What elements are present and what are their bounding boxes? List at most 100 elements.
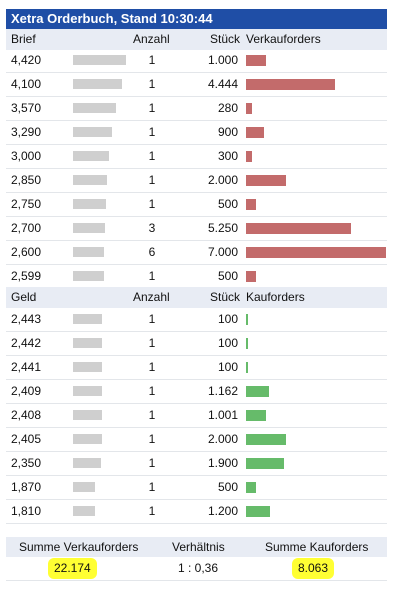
buy-order-qty: 100 [217, 312, 238, 326]
summary-header: Summe Verkauforders Verhältnis Summe Kau… [6, 537, 387, 557]
sell-volume-bar [246, 223, 351, 234]
summary-ratio-label: Verhältnis [172, 540, 225, 554]
sell-volume-bar [246, 271, 256, 282]
buy-order-qty: 100 [217, 336, 238, 350]
buy-order-qty: 100 [217, 360, 238, 374]
sell-header-price: Brief [11, 32, 36, 46]
sell-order-qty: 300 [217, 149, 238, 163]
buy-order-row: 1,810 1 1.200 [6, 500, 387, 524]
sell-order-row: 4,420 1 1.000 [6, 49, 387, 73]
summary-buy-total: 8.063 [292, 558, 335, 579]
sell-header: Brief Anzahl Stück Verkauforders [6, 29, 387, 50]
buy-order-row: 2,409 1 1.162 [6, 380, 387, 404]
buy-order-qty: 1.162 [207, 384, 238, 398]
buy-order-price: 2,442 [11, 336, 42, 350]
buy-price-bar [73, 386, 102, 396]
sell-order-row: 3,290 1 900 [6, 121, 387, 145]
sell-order-count: 6 [148, 245, 156, 259]
sell-order-row: 2,599 1 500 [6, 265, 387, 289]
sell-order-count: 1 [148, 269, 156, 283]
sell-order-price: 2,750 [11, 197, 42, 211]
sell-order-count: 1 [148, 173, 156, 187]
buy-volume-bar [246, 458, 284, 469]
sell-price-bar [73, 247, 104, 257]
sell-order-price: 4,100 [11, 77, 42, 91]
buy-volume-bar [246, 410, 266, 421]
sell-order-qty: 7.000 [207, 245, 238, 259]
sell-price-bar [73, 55, 126, 65]
sell-order-row: 3,000 1 300 [6, 145, 387, 169]
sell-order-qty: 4.444 [207, 77, 238, 91]
buy-order-price: 2,408 [11, 408, 42, 422]
buy-order-qty: 1.001 [207, 408, 238, 422]
sell-order-count: 3 [148, 221, 156, 235]
sell-order-row: 3,570 1 280 [6, 97, 387, 121]
sell-order-count: 1 [148, 77, 156, 91]
sell-volume-bar [246, 127, 264, 138]
sell-order-price: 3,570 [11, 101, 42, 115]
buy-volume-bar [246, 362, 248, 373]
buy-order-qty: 1.200 [207, 504, 238, 518]
sell-volume-bar [246, 55, 266, 66]
summary-buy-label: Summe Kauforders [265, 540, 369, 554]
sell-header-bar: Verkauforders [246, 32, 321, 46]
buy-order-count: 1 [148, 360, 156, 374]
buy-header-bar: Kauforders [246, 290, 305, 304]
buy-order-row: 2,441 1 100 [6, 356, 387, 380]
sell-order-qty: 5.250 [207, 221, 238, 235]
buy-price-bar [73, 362, 102, 372]
buy-order-qty: 2.000 [207, 432, 238, 446]
sell-volume-bar [246, 199, 256, 210]
sell-order-row: 2,750 1 500 [6, 193, 387, 217]
sell-volume-bar [246, 247, 386, 258]
sell-order-price: 3,290 [11, 125, 42, 139]
buy-price-bar [73, 410, 102, 420]
buy-order-price: 1,870 [11, 480, 42, 494]
buy-order-price: 2,409 [11, 384, 42, 398]
buy-order-qty: 1.900 [207, 456, 238, 470]
orderbook-title: Xetra Orderbuch, Stand 10:30:44 [6, 9, 387, 29]
buy-order-price: 2,350 [11, 456, 42, 470]
sell-order-price: 4,420 [11, 53, 42, 67]
sell-price-bar [73, 151, 109, 161]
sell-price-bar [73, 127, 112, 137]
buy-price-bar [73, 506, 95, 516]
sell-order-count: 1 [148, 53, 156, 67]
buy-volume-bar [246, 314, 248, 325]
buy-header-qty: Stück [209, 290, 240, 304]
summary-values: 22.174 1 : 0,36 8.063 [6, 557, 387, 581]
sell-price-bar [73, 223, 105, 233]
sell-price-bar [73, 103, 116, 113]
buy-order-row: 2,405 1 2.000 [6, 428, 387, 452]
buy-header-price: Geld [11, 290, 37, 304]
buy-order-row: 2,442 1 100 [6, 332, 387, 356]
buy-order-price: 2,405 [11, 432, 42, 446]
sell-order-qty: 900 [217, 125, 238, 139]
sell-order-row: 2,850 1 2.000 [6, 169, 387, 193]
buy-price-bar [73, 314, 102, 324]
buy-order-count: 1 [148, 432, 156, 446]
sell-order-qty: 1.000 [207, 53, 238, 67]
sell-order-row: 4,100 1 4.444 [6, 73, 387, 97]
sell-order-count: 1 [148, 101, 156, 115]
sell-price-bar [73, 79, 122, 89]
sell-volume-bar [246, 151, 252, 162]
sell-order-count: 1 [148, 149, 156, 163]
buy-order-qty: 500 [217, 480, 238, 494]
buy-order-count: 1 [148, 504, 156, 518]
summary-sell-total: 22.174 [48, 558, 97, 579]
buy-header-count: Anzahl [133, 290, 170, 304]
buy-price-bar [73, 434, 102, 444]
sell-order-count: 1 [148, 197, 156, 211]
sell-order-price: 2,599 [11, 269, 42, 283]
buy-order-price: 2,443 [11, 312, 42, 326]
sell-order-qty: 500 [217, 269, 238, 283]
sell-volume-bar [246, 175, 286, 186]
sell-order-price: 3,000 [11, 149, 42, 163]
buy-volume-bar [246, 482, 256, 493]
buy-volume-bar [246, 386, 269, 397]
buy-header: Geld Anzahl Stück Kauforders [6, 287, 387, 308]
buy-order-price: 2,441 [11, 360, 42, 374]
buy-order-row: 1,870 1 500 [6, 476, 387, 500]
sell-header-qty: Stück [209, 32, 240, 46]
